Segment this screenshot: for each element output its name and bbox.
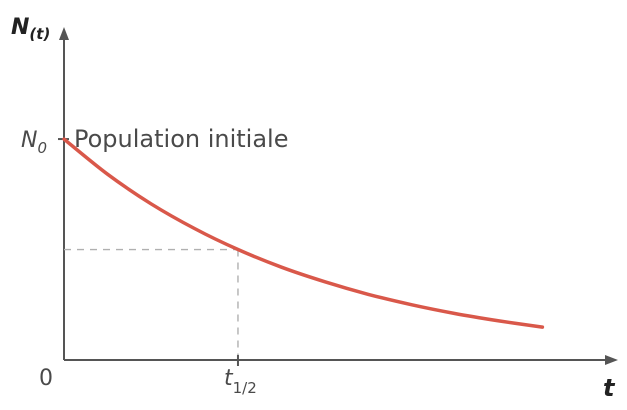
half-life-label-main: t bbox=[224, 366, 234, 391]
origin-label: 0 bbox=[39, 366, 53, 391]
y-axis-arrow bbox=[59, 27, 69, 40]
y-axis-title-sub: (t) bbox=[29, 25, 50, 43]
n0-tick-label-main: N bbox=[21, 128, 37, 153]
n0-tick-label-sub: 0 bbox=[37, 139, 47, 157]
initial-population-annotation: Population initiale bbox=[74, 125, 289, 153]
half-life-label-sub: 1/2 bbox=[233, 379, 257, 397]
x-axis-arrow bbox=[605, 355, 618, 365]
y-axis-title-main: N bbox=[11, 15, 29, 40]
half-life-label: t1/2 bbox=[224, 366, 257, 397]
n0-tick-label: N0 bbox=[21, 128, 47, 157]
x-axis-title: t bbox=[603, 374, 616, 402]
y-axis-title: N(t) bbox=[11, 15, 50, 43]
decay-curve bbox=[62, 137, 545, 329]
